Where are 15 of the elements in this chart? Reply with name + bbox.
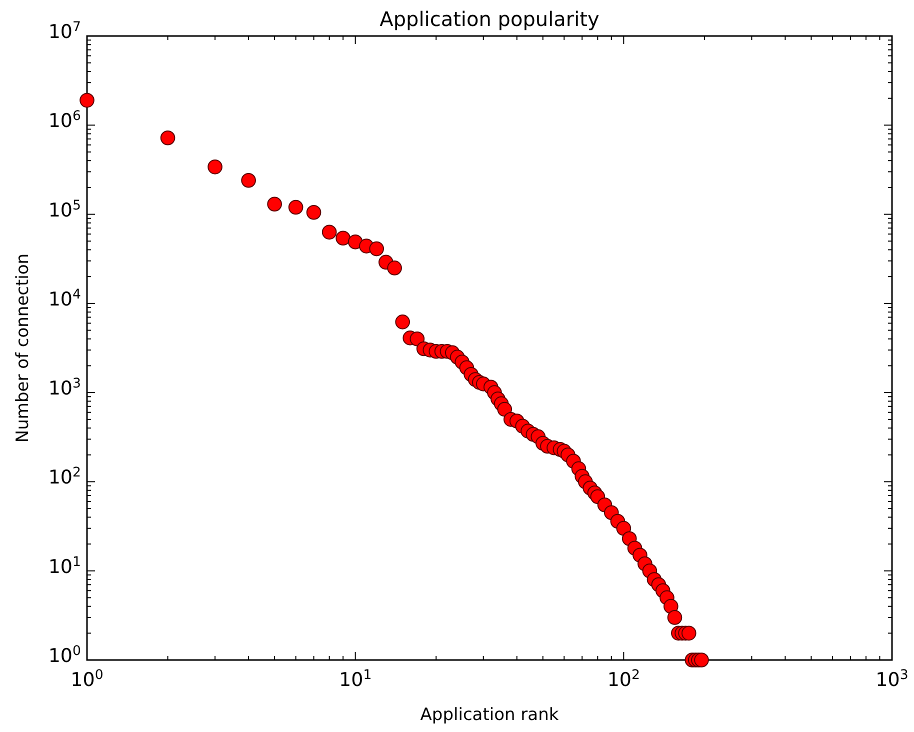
y-tick-label: 10$^{4}$: [48, 286, 81, 310]
y-tick-label: 10$^{2}$: [48, 465, 81, 489]
x-tick-label: 10$^{2}$: [607, 668, 640, 691]
y-axis-title: Number of connection: [13, 253, 33, 443]
x-tick-label: 10$^{0}$: [70, 668, 104, 691]
y-tick-label: 10$^{0}$: [48, 644, 81, 667]
x-tick-label: 10$^{1}$: [339, 668, 372, 691]
chart-title: Application popularity: [380, 7, 600, 31]
y-tick-label: 10$^{3}$: [48, 376, 81, 400]
y-tick-label: 10$^{6}$: [48, 108, 81, 132]
y-tick-label: 10$^{1}$: [48, 554, 81, 578]
y-tick-label: 10$^{7}$: [48, 20, 81, 43]
y-tick-label: 10$^{5}$: [48, 198, 81, 222]
x-axis-title: Application rank: [420, 705, 559, 725]
x-tick-label: 10$^{3}$: [876, 668, 908, 691]
